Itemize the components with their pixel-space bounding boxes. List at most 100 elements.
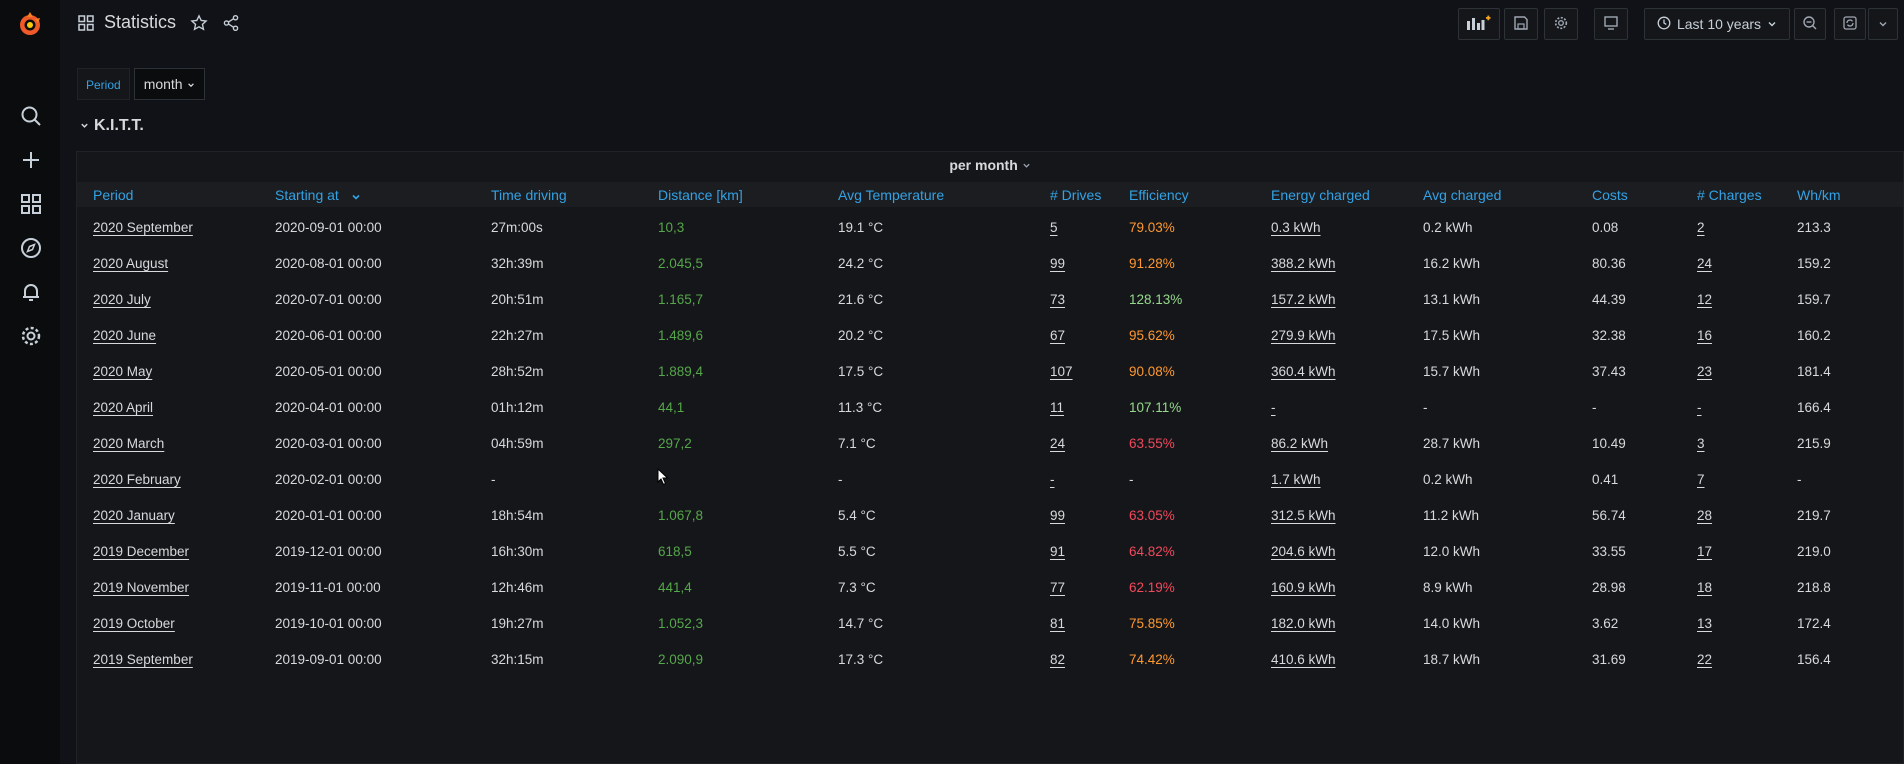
- cell-starting-at: 2020-09-01 00:00: [275, 220, 382, 235]
- cell-drives[interactable]: 107: [1050, 364, 1073, 379]
- cell-period[interactable]: 2019 November: [93, 580, 190, 595]
- cell-drives[interactable]: -: [1050, 472, 1055, 487]
- sort-desc-icon[interactable]: [351, 189, 361, 205]
- dashboard-settings-button[interactable]: [1544, 8, 1578, 40]
- cell-period[interactable]: 2020 May: [93, 364, 153, 379]
- create-plus-icon[interactable]: [19, 148, 43, 172]
- cell-period[interactable]: 2020 January: [93, 508, 175, 523]
- refresh-button[interactable]: [1834, 8, 1866, 40]
- grafana-logo-icon[interactable]: [16, 10, 44, 38]
- column-header-distance[interactable]: Distance [km]: [658, 187, 743, 203]
- explore-compass-icon[interactable]: [19, 236, 43, 260]
- cell-drives[interactable]: 99: [1050, 508, 1066, 523]
- column-header-costs[interactable]: Costs: [1592, 187, 1628, 203]
- alerting-bell-icon[interactable]: [19, 280, 43, 304]
- cell-energy-charged[interactable]: 160.9 kWh: [1271, 580, 1336, 595]
- cell-energy-charged[interactable]: 182.0 kWh: [1271, 616, 1336, 631]
- column-header-time-driving[interactable]: Time driving: [491, 187, 567, 203]
- cell-avg-temperature: 24.2 °C: [838, 256, 884, 271]
- cell-energy-charged[interactable]: 86.2 kWh: [1271, 436, 1329, 451]
- cell-energy-charged[interactable]: -: [1271, 400, 1276, 415]
- table-row: 2020 January 2020-01-01 00:00 18h:54m 1.067…: [77, 497, 1903, 533]
- cell-drives[interactable]: 82: [1050, 652, 1066, 667]
- cell-period[interactable]: 2020 July: [93, 292, 151, 307]
- cell-energy-charged[interactable]: 360.4 kWh: [1271, 364, 1336, 379]
- cell-drives[interactable]: 73: [1050, 292, 1066, 307]
- column-header-avg-charged[interactable]: Avg charged: [1423, 187, 1502, 203]
- column-header-wh-per-km[interactable]: Wh/km: [1797, 187, 1841, 203]
- cell-energy-charged[interactable]: 279.9 kWh: [1271, 328, 1336, 343]
- cell-energy-charged[interactable]: 157.2 kWh: [1271, 292, 1336, 307]
- search-icon[interactable]: [19, 104, 43, 128]
- cell-period[interactable]: 2020 August: [93, 256, 169, 271]
- clock-icon: [1657, 16, 1671, 33]
- cell-period[interactable]: 2019 September: [93, 652, 193, 667]
- configuration-gear-icon[interactable]: [19, 324, 43, 348]
- cell-charges[interactable]: 24: [1697, 256, 1713, 271]
- time-range-picker[interactable]: Last 10 years: [1644, 8, 1790, 40]
- cell-drives[interactable]: 24: [1050, 436, 1066, 451]
- cell-period[interactable]: 2020 April: [93, 400, 154, 415]
- cell-energy-charged[interactable]: 410.6 kWh: [1271, 652, 1336, 667]
- cell-charges[interactable]: 23: [1697, 364, 1713, 379]
- cell-energy-charged[interactable]: 204.6 kWh: [1271, 544, 1336, 559]
- dashboards-icon[interactable]: [19, 192, 43, 216]
- cell-drives[interactable]: 99: [1050, 256, 1066, 271]
- cell-charges[interactable]: 13: [1697, 616, 1713, 631]
- cell-starting-at: 2020-07-01 00:00: [275, 292, 382, 307]
- column-header-avg-temperature[interactable]: Avg Temperature: [838, 187, 945, 203]
- star-icon[interactable]: [190, 13, 208, 32]
- share-icon[interactable]: [222, 14, 240, 32]
- zoom-out-button[interactable]: [1794, 8, 1826, 40]
- cell-drives[interactable]: 81: [1050, 616, 1066, 631]
- view-mode-button[interactable]: [1594, 8, 1628, 40]
- cell-period[interactable]: 2020 March: [93, 436, 165, 451]
- cell-drives[interactable]: 67: [1050, 328, 1066, 343]
- column-header-energy-charged[interactable]: Energy charged: [1271, 187, 1370, 203]
- cell-energy-charged[interactable]: 312.5 kWh: [1271, 508, 1336, 523]
- cell-charges[interactable]: 3: [1697, 436, 1705, 451]
- cell-charges[interactable]: 17: [1697, 544, 1713, 559]
- cell-charges[interactable]: 18: [1697, 580, 1713, 595]
- cell-costs: 3.62: [1592, 616, 1619, 631]
- column-header-period[interactable]: Period: [93, 187, 134, 203]
- cell-charges[interactable]: 2: [1697, 220, 1705, 235]
- panel-title[interactable]: per month: [77, 157, 1903, 173]
- cell-period[interactable]: 2019 December: [93, 544, 190, 559]
- refresh-interval-dropdown[interactable]: [1868, 8, 1898, 40]
- cell-efficiency: 128.13%: [1129, 292, 1183, 307]
- cell-energy-charged[interactable]: 1.7 kWh: [1271, 472, 1321, 487]
- cell-wh-per-km: 166.4: [1797, 400, 1831, 415]
- column-header-drives[interactable]: # Drives: [1050, 187, 1102, 203]
- cell-charges[interactable]: 28: [1697, 508, 1713, 523]
- cell-charges[interactable]: 16: [1697, 328, 1713, 343]
- top-bar: Statistics Last 10 years: [60, 0, 1904, 50]
- cell-drives[interactable]: 91: [1050, 544, 1066, 559]
- column-header-charges[interactable]: # Charges: [1697, 187, 1762, 203]
- cell-charges[interactable]: 7: [1697, 472, 1705, 487]
- cell-charges[interactable]: 12: [1697, 292, 1713, 307]
- cell-efficiency: 91.28%: [1129, 256, 1175, 271]
- add-panel-button[interactable]: [1458, 8, 1500, 40]
- row-header[interactable]: K.I.T.T.: [80, 117, 144, 135]
- cell-period[interactable]: 2019 October: [93, 616, 175, 631]
- cell-charges[interactable]: -: [1697, 400, 1702, 415]
- cell-period[interactable]: 2020 June: [93, 328, 157, 343]
- column-header-efficiency[interactable]: Efficiency: [1129, 187, 1189, 203]
- cell-efficiency: 63.05%: [1129, 508, 1175, 523]
- cell-drives[interactable]: 77: [1050, 580, 1066, 595]
- cell-charges[interactable]: 22: [1697, 652, 1713, 667]
- cell-efficiency: 95.62%: [1129, 328, 1175, 343]
- cell-energy-charged[interactable]: 388.2 kWh: [1271, 256, 1336, 271]
- cell-distance: 1.889,4: [658, 364, 704, 379]
- cell-period[interactable]: 2020 September: [93, 220, 193, 235]
- cell-avg-temperature: 7.1 °C: [838, 436, 876, 451]
- column-header-starting-at[interactable]: Starting at: [275, 187, 339, 203]
- cell-drives[interactable]: 11: [1050, 400, 1065, 415]
- cell-drives[interactable]: 5: [1050, 220, 1058, 235]
- period-variable-select[interactable]: month: [133, 68, 205, 100]
- page-title[interactable]: Statistics: [104, 12, 177, 32]
- save-dashboard-button[interactable]: [1504, 8, 1538, 40]
- cell-period[interactable]: 2020 February: [93, 472, 181, 487]
- cell-energy-charged[interactable]: 0.3 kWh: [1271, 220, 1321, 235]
